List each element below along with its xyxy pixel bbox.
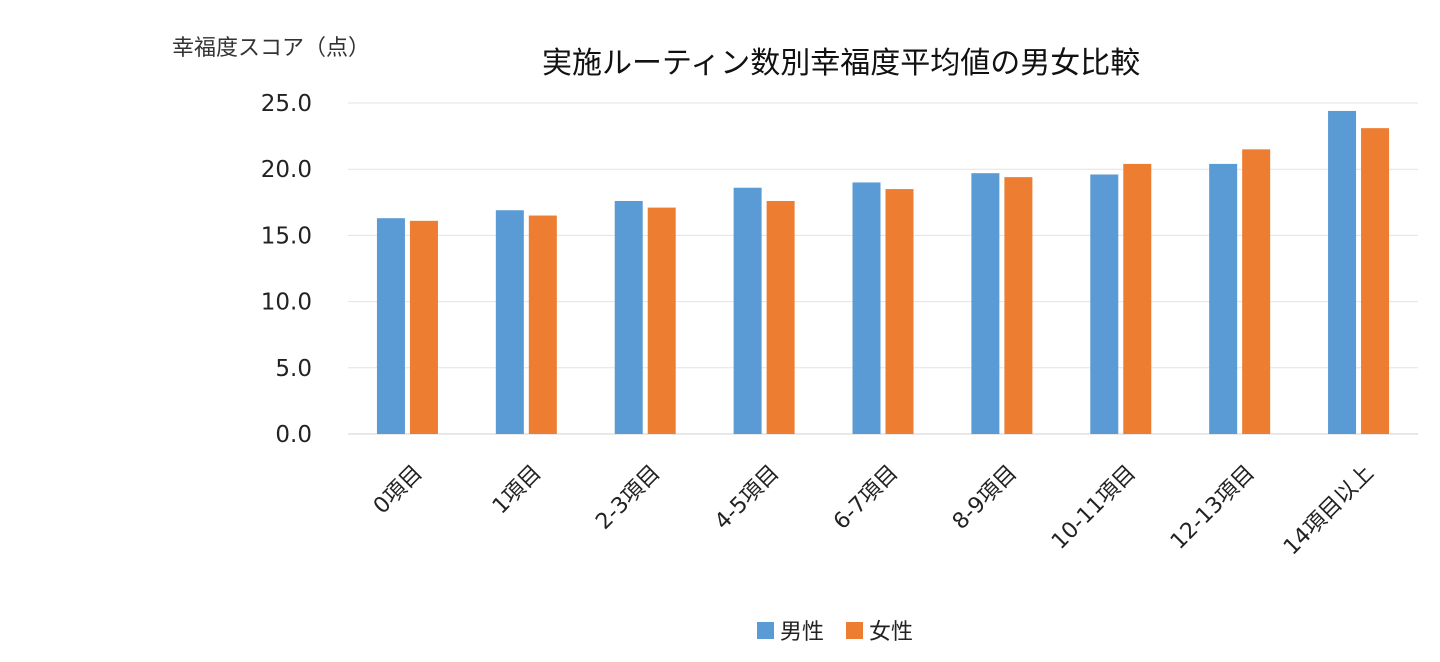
y-tick-label: 10.0 bbox=[261, 290, 312, 316]
x-tick-labels: 0項目 1項目 2-3項目 4-5項目 6-7項目 8-9項目 10-11項目 12-13項目… bbox=[369, 461, 1379, 561]
bar-male bbox=[733, 187, 762, 434]
y-axis-title: 幸福度スコア（点） bbox=[172, 36, 371, 61]
bar-male bbox=[852, 182, 881, 434]
legend-swatch-female bbox=[846, 621, 864, 639]
bar-female bbox=[528, 215, 557, 434]
bar-female bbox=[1123, 163, 1152, 435]
legend: 男性 女性 bbox=[757, 614, 935, 646]
y-tick-labels: 0.0 5.0 10.0 15.0 20.0 25.0 bbox=[261, 91, 312, 448]
x-tick-label: 2-3項目 bbox=[591, 461, 665, 535]
x-tick-label: 1項目 bbox=[488, 461, 547, 520]
bar-female bbox=[885, 189, 914, 434]
bar-male bbox=[1090, 174, 1119, 434]
bar-male bbox=[376, 218, 405, 434]
x-tick-label: 10-11項目 bbox=[1047, 461, 1141, 555]
x-tick-label: 8-9項目 bbox=[948, 461, 1022, 535]
gridlines bbox=[348, 102, 1418, 435]
bar-male bbox=[971, 173, 1000, 434]
bar-female bbox=[1004, 177, 1033, 435]
legend-swatch-male bbox=[757, 621, 774, 639]
bar-female bbox=[1361, 128, 1390, 434]
bar-male bbox=[1209, 163, 1238, 435]
legend-item-female: 女性 bbox=[846, 614, 913, 646]
x-tick-label: 14項目以上 bbox=[1279, 461, 1379, 561]
bar-male bbox=[614, 200, 643, 434]
y-tick-label: 15.0 bbox=[261, 223, 312, 249]
bars bbox=[376, 110, 1390, 435]
x-tick-label: 12-13項目 bbox=[1166, 461, 1260, 555]
bar-female bbox=[647, 207, 676, 434]
y-tick-label: 25.0 bbox=[261, 91, 312, 117]
bar-female bbox=[1242, 149, 1271, 434]
legend-item-male: 男性 bbox=[757, 614, 824, 646]
bar-male bbox=[495, 210, 524, 434]
x-tick-label: 6-7項目 bbox=[829, 461, 903, 535]
y-tick-label: 20.0 bbox=[261, 157, 312, 183]
bar-male bbox=[1328, 110, 1357, 434]
chart-title: 実施ルーティン数別幸福度平均値の男女比較 bbox=[542, 46, 1141, 81]
x-tick-label: 4-5項目 bbox=[710, 461, 784, 535]
y-tick-label: 0.0 bbox=[275, 422, 312, 448]
bar-female bbox=[409, 220, 438, 434]
bar-female bbox=[766, 200, 795, 434]
legend-label-male: 男性 bbox=[780, 620, 825, 645]
legend-label-female: 女性 bbox=[869, 620, 914, 645]
y-tick-label: 5.0 bbox=[275, 356, 312, 382]
x-tick-label: 0項目 bbox=[369, 461, 428, 520]
